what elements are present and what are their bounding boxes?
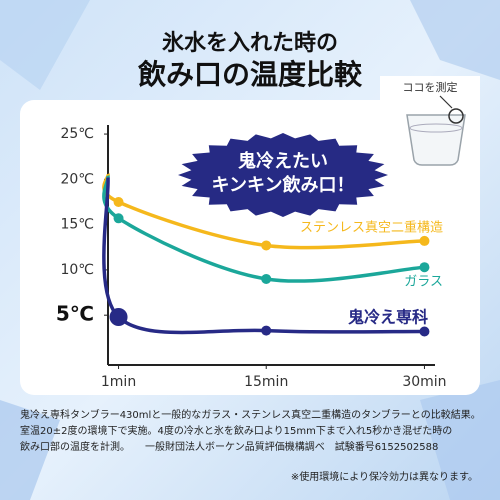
ice-facet [420, 380, 500, 500]
series-label: ステンレス真空二重構造 [300, 220, 443, 236]
badge-shape [178, 133, 388, 217]
cup-water [409, 123, 463, 133]
cup-label: ココを測定 [403, 80, 458, 94]
point [261, 240, 272, 251]
measure-point [448, 108, 464, 124]
badge-line: キンキン飲み口！ [212, 174, 355, 196]
y-tick-label: 15℃ [60, 217, 94, 233]
y-tick-label: 25℃ [60, 126, 94, 142]
x-tick-label: 15min [244, 374, 288, 390]
cup-arrow [439, 95, 453, 109]
point [113, 196, 124, 207]
y-tick-label: 5℃ [56, 302, 94, 326]
series-label: 鬼冷え専科 [348, 308, 428, 327]
title-line: 飲み口の温度比較 [138, 58, 363, 91]
note: 飲み口部の温度を計測。 一般財団法人ボーケン品質評価機構調べ 試験番号61525… [20, 440, 438, 453]
badge-line: 鬼冷えたい [238, 150, 328, 172]
x-tick-label: 1min [101, 374, 136, 390]
point [419, 326, 430, 337]
point [261, 273, 272, 284]
ice-facet [0, 400, 60, 500]
series-line [102, 177, 425, 335]
ice-facet [410, 0, 500, 80]
point [109, 308, 128, 326]
ice-facet [0, 0, 90, 90]
point [419, 235, 430, 246]
y-tick-label: 10℃ [60, 262, 94, 278]
x-tick-label: 30min [402, 374, 446, 390]
note: ※使用環境により保冷効力は異なります。 [291, 470, 478, 483]
y-tick-label: 20℃ [60, 171, 94, 187]
series-line [102, 175, 425, 283]
point [419, 262, 430, 273]
title-line: 氷水を入れた時の [162, 31, 338, 56]
point [113, 213, 124, 224]
cup [406, 114, 466, 166]
series-label: ガラス [404, 275, 443, 290]
point [261, 325, 272, 336]
note: 室温20±2度の環境下で実施。4度の冷水と氷を飲み口より15mm下まで入れ5秒か… [20, 424, 452, 437]
badge: 鬼冷えたい キンキン飲み口！ [178, 133, 388, 217]
note: 鬼冷え専科タンブラー430mlと一般的なガラス・ステンレス真空二重構造のタンブラ… [20, 408, 481, 421]
